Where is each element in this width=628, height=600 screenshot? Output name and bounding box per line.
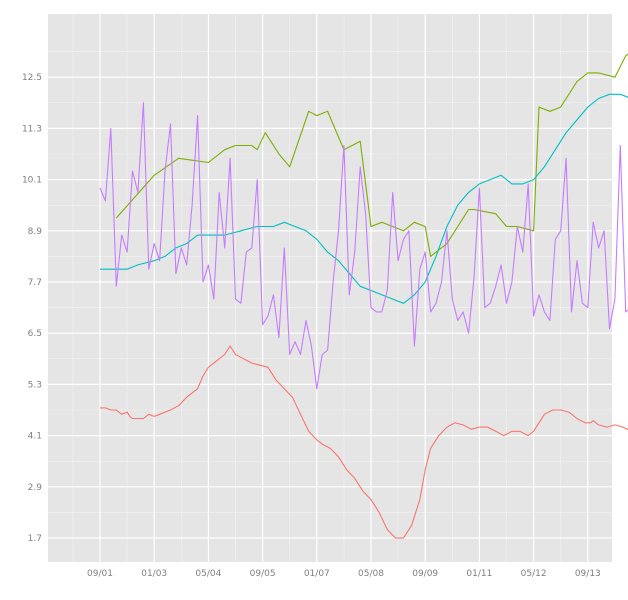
y-tick-label: 4.1 [28,432,42,442]
y-tick-label: 8.9 [28,227,43,237]
plot-panel [48,14,612,562]
y-tick-label: 1.7 [28,534,42,544]
y-tick-label: 7.7 [28,278,42,288]
x-tick-label: 01/03 [141,569,167,579]
y-tick-label: 5.3 [28,380,42,390]
minor-gridlines [48,14,612,562]
series-line-2 [115,53,628,257]
series-line-1 [100,345,628,539]
x-tick-label: 09/01 [87,569,113,579]
y-tick-label: 12.5 [22,73,42,83]
series-line-4 [99,102,628,390]
x-tick-label: 09/13 [575,569,601,579]
series-line-3 [100,93,628,304]
major-gridlines [48,14,612,562]
x-tick-label: 09/09 [412,569,438,579]
x-tick-label: 01/07 [304,569,330,579]
y-axis-tick-labels: 1.7 2.9 4.1 5.3 6.5 7.7 8.9 10.1 11.3 12.5 [22,73,42,544]
y-tick-label: 10.1 [22,176,42,186]
y-tick-label: 2.9 [28,483,43,493]
x-tick-label: 01/11 [466,569,492,579]
x-tick-label: 09/05 [250,569,276,579]
x-tick-label: 05/04 [195,569,221,579]
x-tick-label: 05/08 [358,569,384,579]
x-tick-label: 05/12 [521,569,547,579]
series-layer [99,53,628,539]
x-axis-tick-labels: 09/01 01/03 05/04 09/05 01/07 05/08 09/09 01/11… [87,569,601,579]
y-tick-label: 11.3 [22,124,42,134]
y-tick-label: 6.5 [28,329,42,339]
